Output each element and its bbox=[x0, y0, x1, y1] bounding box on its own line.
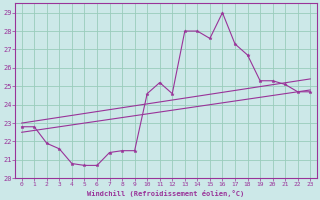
X-axis label: Windchill (Refroidissement éolien,°C): Windchill (Refroidissement éolien,°C) bbox=[87, 190, 244, 197]
